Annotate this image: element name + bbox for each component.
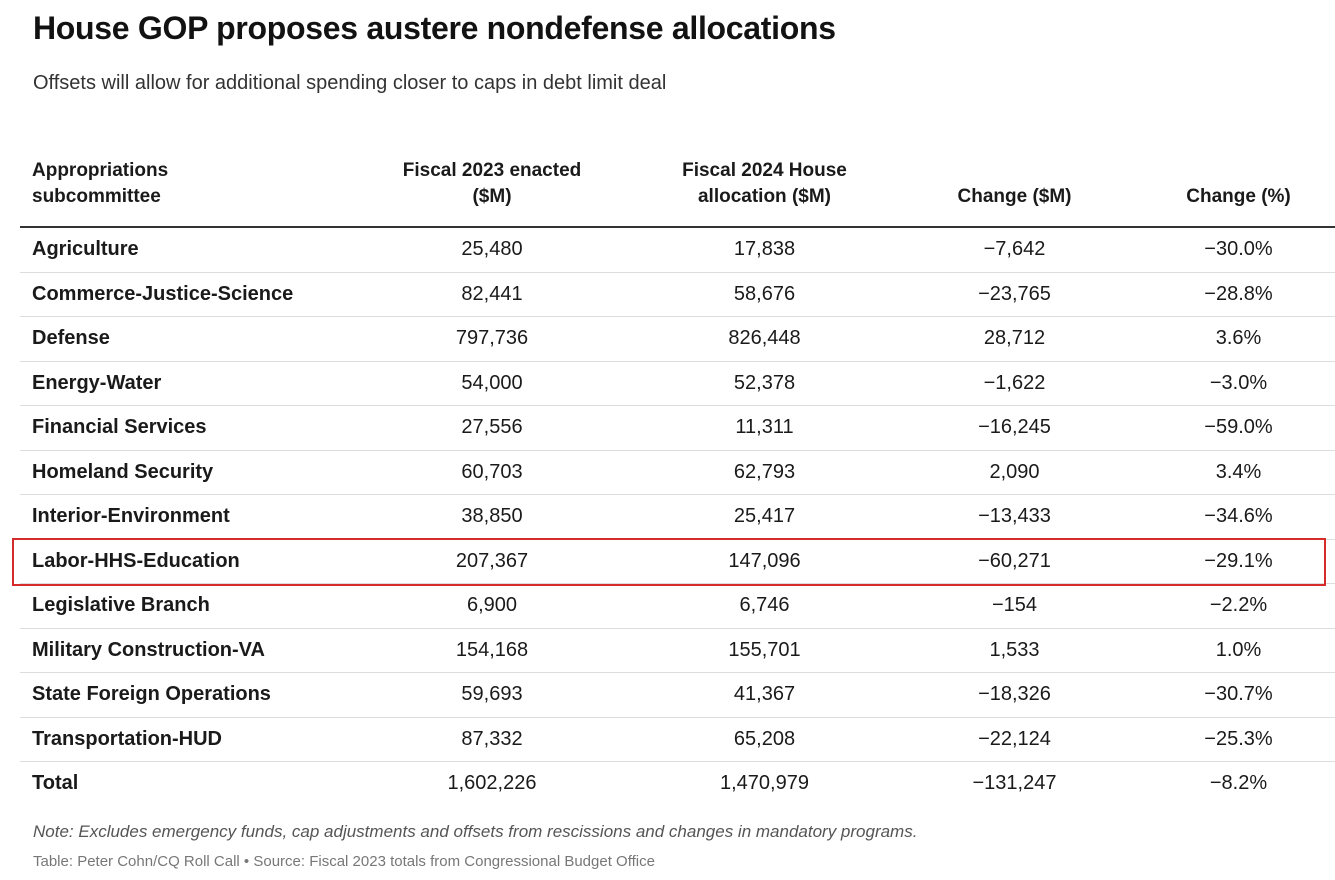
column-header-change-percent: Change (%) (1142, 136, 1335, 228)
table-row-highlighted: Labor-HHS-Education 207,367 147,096 −60,271… (20, 539, 1335, 584)
fy2023-cell: 1,602,226 (447, 772, 537, 795)
fy2023-cell: 207,367 (342, 539, 642, 584)
column-header-fy2024: Fiscal 2024 House allocation ($M) (642, 136, 887, 228)
change-dollars-cell: −16,245 (887, 405, 1142, 451)
change-dollars-cell: −1,622 (887, 361, 1142, 406)
table-row: Total 1,602,226 1,470,979 −131,247 −8.2% (20, 762, 1335, 806)
fy2024-cell: 41,367 (642, 672, 887, 718)
fy2024-cell: 17,838 (642, 227, 887, 273)
fy2023-cell: 54,000 (342, 361, 642, 406)
table-header-row: Appropriations subcommittee Fiscal 2023 e… (20, 136, 1335, 228)
subcommittee-cell: Agriculture (20, 227, 342, 273)
table-body: Agriculture 25,480 17,838 −7,642 −30.0% Comme… (20, 227, 1335, 806)
subcommittee-cell: Military Construction-VA (20, 628, 342, 673)
change-percent-cell: 1.0% (1142, 628, 1335, 673)
subcommittee-cell: Energy-Water (20, 361, 342, 406)
column-header-fy2023: Fiscal 2023 enacted ($M) (342, 136, 642, 228)
table-note: Note: Excludes emergency funds, cap adju… (33, 822, 918, 841)
subcommittee-cell: Total (32, 772, 79, 795)
subcommittee-cell: Legislative Branch (20, 583, 342, 629)
chart-title: House GOP proposes austere nondefense al… (33, 10, 836, 46)
table-row: Interior-Environment 38,850 25,417 −13,433−… (20, 494, 1335, 540)
change-dollars-cell: −22,124 (887, 717, 1142, 762)
change-percent-cell: 3.4% (1142, 450, 1335, 495)
change-dollars-cell: 28,712 (887, 316, 1142, 362)
fy2024-cell: 155,701 (642, 628, 887, 673)
subcommittee-cell: Commerce-Justice-Science (20, 272, 342, 317)
appropriations-table: Appropriations subcommittee Fiscal 2023 e… (20, 136, 1335, 806)
table-row: Commerce-Justice-Science 82,441 58,676 −23,… (20, 272, 1335, 317)
table-row: Defense 797,736 826,448 28,712 3.6% (20, 316, 1335, 362)
change-percent-cell: −25.3% (1142, 717, 1335, 762)
subcommittee-cell: Labor-HHS-Education (20, 539, 342, 584)
fy2023-cell: 87,332 (342, 717, 642, 762)
subcommittee-cell: Homeland Security (20, 450, 342, 495)
change-dollars-cell: −18,326 (887, 672, 1142, 718)
change-percent-cell: −3.0% (1142, 361, 1335, 406)
change-percent-cell: −34.6% (1142, 494, 1335, 540)
fy2023-cell: 6,900 (342, 583, 642, 629)
change-percent-cell: −59.0% (1142, 405, 1335, 451)
change-percent-cell: −30.0% (1142, 227, 1335, 273)
change-dollars-cell: −13,433 (887, 494, 1142, 540)
table-row: Financial Services 27,556 11,311 −16,245 −59… (20, 405, 1335, 451)
fy2024-cell: 11,311 (642, 405, 887, 451)
fy2023-cell: 25,480 (342, 227, 642, 273)
table-credit: Table: Peter Cohn/CQ Roll Call • Source:… (33, 853, 655, 870)
change-dollars-cell: −154 (887, 583, 1142, 629)
fy2024-cell: 826,448 (642, 316, 887, 362)
subcommittee-cell: Transportation-HUD (20, 717, 342, 762)
change-percent-cell: −29.1% (1142, 539, 1335, 584)
table-row: State Foreign Operations 59,693 41,367 −18,… (20, 672, 1335, 718)
change-percent-cell: −28.8% (1142, 272, 1335, 317)
fy2023-cell: 797,736 (342, 316, 642, 362)
fy2023-cell: 82,441 (342, 272, 642, 317)
fy2023-cell: 60,703 (342, 450, 642, 495)
fy2023-cell: 38,850 (342, 494, 642, 540)
column-header-change-dollars: Change ($M) (887, 136, 1142, 228)
fy2023-cell: 59,693 (342, 672, 642, 718)
fy2024-cell: 58,676 (642, 272, 887, 317)
fy2024-cell: 25,417 (642, 494, 887, 540)
chart-subtitle: Offsets will allow for additional spendi… (33, 72, 667, 94)
fy2023-cell: 154,168 (342, 628, 642, 673)
fy2024-cell: 52,378 (642, 361, 887, 406)
change-dollars-cell: −7,642 (887, 227, 1142, 273)
table-row: Transportation-HUD 87,332 65,208 −22,124 −25… (20, 717, 1335, 762)
change-dollars-cell: 1,533 (887, 628, 1142, 673)
fy2023-cell: 27,556 (342, 405, 642, 451)
fy2024-cell: 65,208 (642, 717, 887, 762)
change-percent-cell: −30.7% (1142, 672, 1335, 718)
change-percent-cell: 3.6% (1142, 316, 1335, 362)
fy2024-cell: 62,793 (642, 450, 887, 495)
table-row: Energy-Water 54,000 52,378 −1,622 −3.0% (20, 361, 1335, 406)
change-percent-cell: −8.2% (1209, 772, 1268, 795)
subcommittee-cell: Financial Services (20, 405, 342, 451)
fy2024-cell: 1,470,979 (720, 772, 809, 795)
subcommittee-cell: Defense (20, 316, 342, 362)
fy2024-cell: 6,746 (642, 583, 887, 629)
table-row: Military Construction-VA 154,168 155,701 1,… (20, 628, 1335, 673)
table-row: Legislative Branch 6,900 6,746 −154 −2.2% (20, 583, 1335, 629)
change-dollars-cell: −23,765 (887, 272, 1142, 317)
subcommittee-cell: Interior-Environment (20, 494, 342, 540)
fy2024-cell: 147,096 (642, 539, 887, 584)
subcommittee-cell: State Foreign Operations (20, 672, 342, 718)
change-dollars-cell: −60,271 (887, 539, 1142, 584)
table-row: Agriculture 25,480 17,838 −7,642 −30.0% (20, 227, 1335, 273)
column-header-subcommittee: Appropriations subcommittee (20, 136, 342, 228)
change-dollars-cell: −131,247 (972, 772, 1057, 795)
change-percent-cell: −2.2% (1142, 583, 1335, 629)
table-row: Homeland Security 60,703 62,793 2,090 3.4% (20, 450, 1335, 495)
change-dollars-cell: 2,090 (887, 450, 1142, 495)
